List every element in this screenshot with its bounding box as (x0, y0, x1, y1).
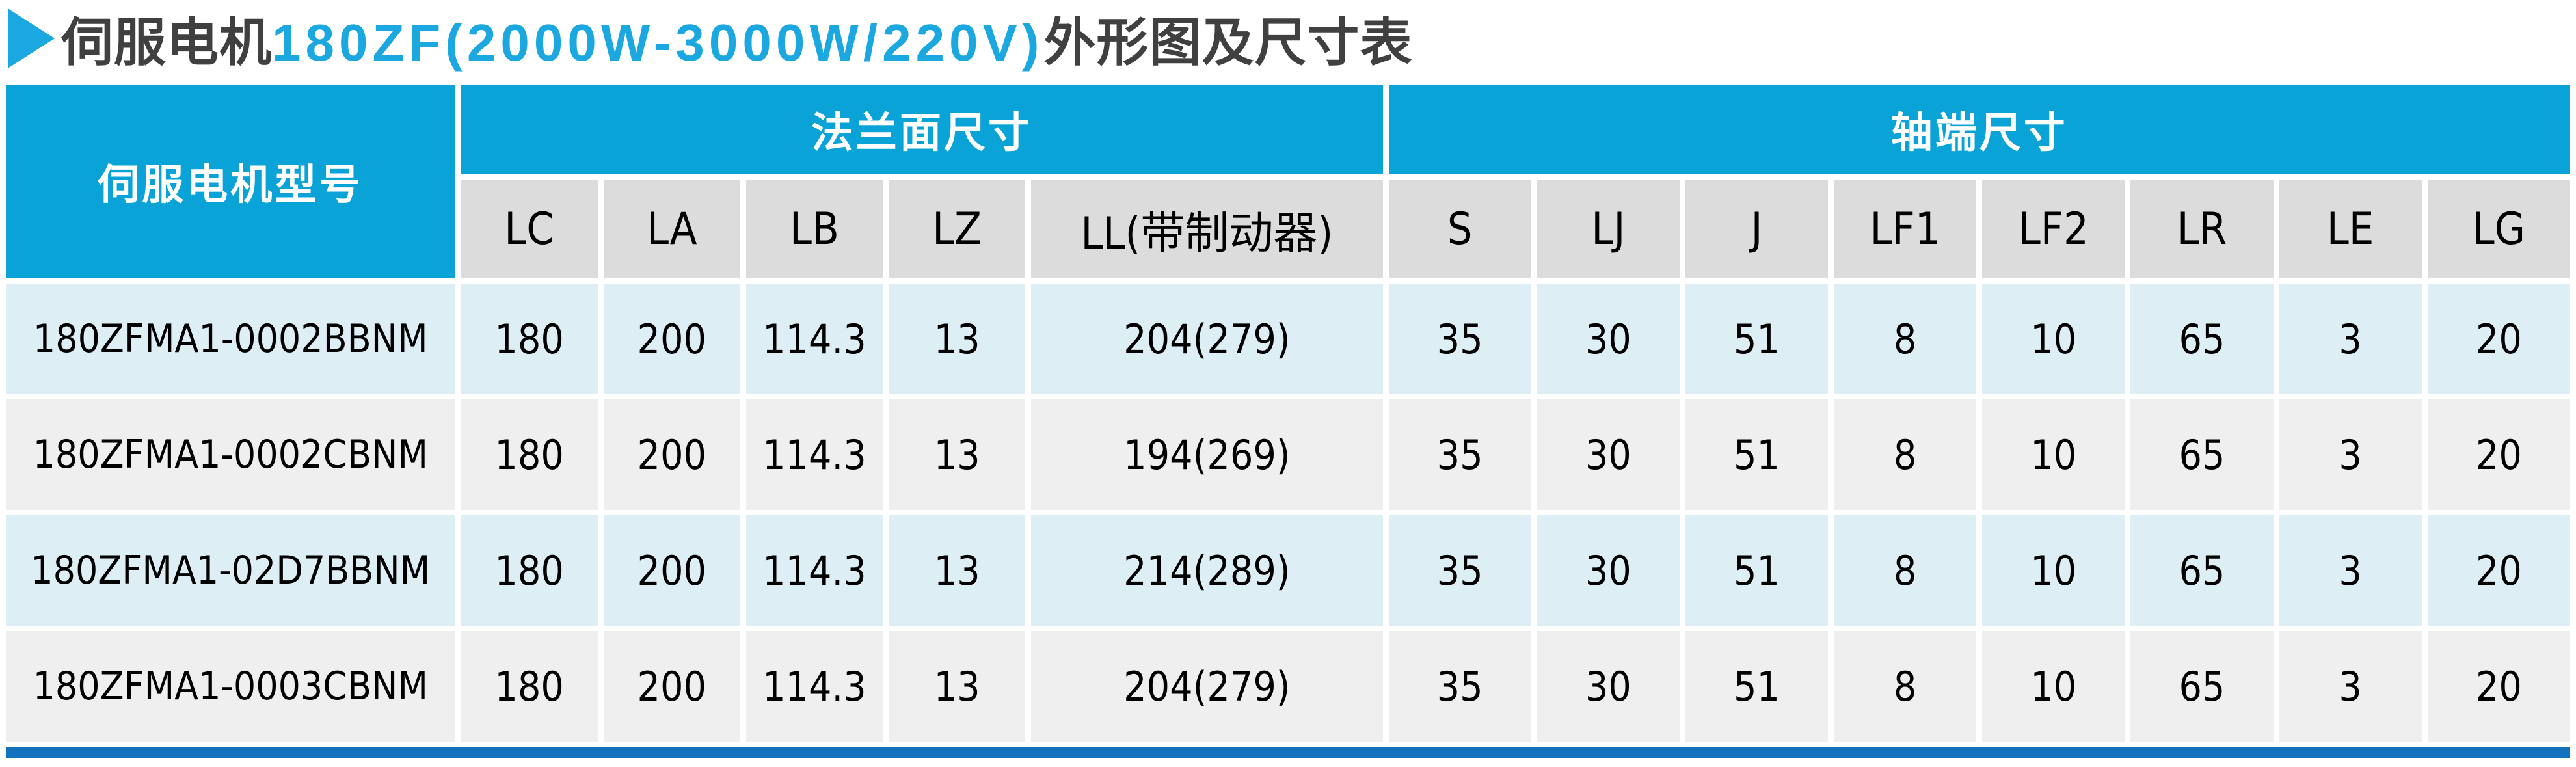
col-header-lj: LJ (1536, 180, 1680, 278)
cell-model: 180ZFMA1-0003CBNM (6, 631, 455, 742)
col-header-le: LE (2279, 180, 2422, 278)
cell-lc: 180 (461, 399, 598, 510)
cell-lg: 20 (2427, 631, 2570, 742)
header-row-columns: LC LA LB LZ LL(带制动器) S LJ J LF1 LF2 LR L… (6, 180, 2570, 278)
group-header-shaft: 轴端尺寸 (1388, 85, 2570, 174)
cell-la: 200 (603, 284, 740, 394)
cell-lz: 13 (889, 515, 1026, 626)
cell-j: 51 (1685, 515, 1829, 626)
title-segment-dark-2: 外形图及尺寸表 (1043, 14, 1413, 72)
table-row: 180ZFMA1-0002CBNM 180 200 114.3 13 194(2… (6, 399, 2570, 510)
cell-lf1: 8 (1834, 284, 1977, 394)
bottom-accent-bar (6, 747, 2570, 758)
cell-j: 51 (1685, 631, 1829, 742)
cell-la: 200 (603, 631, 740, 742)
cell-lz: 13 (889, 284, 1026, 394)
cell-lc: 180 (461, 631, 598, 742)
cell-ll: 214(289) (1031, 515, 1383, 626)
cell-lb: 114.3 (745, 399, 883, 510)
cell-ll: 204(279) (1031, 284, 1383, 394)
col-header-lz: LZ (889, 180, 1026, 278)
dimension-table: 伺服电机型号 法兰面尺寸 轴端尺寸 LC LA LB LZ LL(带制动器) S… (0, 79, 2576, 747)
cell-lz: 13 (889, 631, 1026, 742)
cell-le: 3 (2279, 515, 2422, 626)
col-header-lb: LB (745, 180, 883, 278)
group-header-flange: 法兰面尺寸 (461, 85, 1383, 174)
cell-model: 180ZFMA1-02D7BBNM (6, 515, 455, 626)
cell-le: 3 (2279, 284, 2422, 394)
cell-lg: 20 (2427, 399, 2570, 510)
col-header-lf1: LF1 (1834, 180, 1977, 278)
cell-lj: 30 (1536, 631, 1680, 742)
col-header-s: S (1388, 180, 1531, 278)
title-segment-accent: 180ZF(2000W-3000W/220V) (272, 14, 1044, 72)
cell-j: 51 (1685, 399, 1829, 510)
cell-le: 3 (2279, 399, 2422, 510)
cell-model: 180ZFMA1-0002BBNM (6, 284, 455, 394)
cell-s: 35 (1388, 515, 1531, 626)
table-row: 180ZFMA1-0003CBNM 180 200 114.3 13 204(2… (6, 631, 2570, 742)
right-triangle-icon (8, 8, 55, 68)
header-row-groups: 伺服电机型号 法兰面尺寸 轴端尺寸 (6, 85, 2570, 278)
page-title-text: 伺服电机180ZF(2000W-3000W/220V)外形图及尺寸表 (61, 1, 1413, 76)
cell-lf2: 10 (1982, 631, 2125, 742)
cell-lf2: 10 (1982, 399, 2125, 510)
cell-lz: 13 (889, 399, 1026, 510)
cell-ll: 204(279) (1031, 631, 1383, 742)
col-header-ll-brake: LL(带制动器) (1031, 180, 1383, 278)
cell-s: 35 (1388, 284, 1531, 394)
cell-ll: 194(269) (1031, 399, 1383, 510)
cell-j: 51 (1685, 284, 1829, 394)
cell-lr: 65 (2130, 284, 2274, 394)
cell-lr: 65 (2130, 515, 2274, 626)
cell-lf2: 10 (1982, 515, 2125, 626)
cell-lj: 30 (1536, 284, 1680, 394)
cell-lf2: 10 (1982, 284, 2125, 394)
cell-lf1: 8 (1834, 631, 1977, 742)
cell-s: 35 (1388, 399, 1531, 510)
title-segment-dark: 伺服电机 (61, 14, 272, 72)
cell-lr: 65 (2130, 399, 2274, 510)
cell-lb: 114.3 (745, 515, 883, 626)
table-row: 180ZFMA1-0002BBNM 180 200 114.3 13 204(2… (6, 284, 2570, 394)
cell-s: 35 (1388, 631, 1531, 742)
col-header-lc: LC (461, 180, 598, 278)
table-row: 180ZFMA1-02D7BBNM 180 200 114.3 13 214(2… (6, 515, 2570, 626)
cell-lf1: 8 (1834, 399, 1977, 510)
cell-lj: 30 (1536, 515, 1680, 626)
col-header-model: 伺服电机型号 (6, 85, 455, 278)
cell-lb: 114.3 (745, 631, 883, 742)
cell-la: 200 (603, 399, 740, 510)
cell-lc: 180 (461, 284, 598, 394)
cell-lb: 114.3 (745, 284, 883, 394)
col-header-j: J (1685, 180, 1829, 278)
col-header-lr: LR (2130, 180, 2274, 278)
col-header-la: LA (603, 180, 740, 278)
cell-model: 180ZFMA1-0002CBNM (6, 399, 455, 510)
cell-lf1: 8 (1834, 515, 1977, 626)
cell-lr: 65 (2130, 631, 2274, 742)
col-header-lf2: LF2 (1982, 180, 2125, 278)
cell-la: 200 (603, 515, 740, 626)
cell-lg: 20 (2427, 515, 2570, 626)
page-title: 伺服电机180ZF(2000W-3000W/220V)外形图及尺寸表 (0, 0, 2576, 77)
cell-lj: 30 (1536, 399, 1680, 510)
cell-lg: 20 (2427, 284, 2570, 394)
cell-le: 3 (2279, 631, 2422, 742)
col-header-lg: LG (2427, 180, 2570, 278)
cell-lc: 180 (461, 515, 598, 626)
